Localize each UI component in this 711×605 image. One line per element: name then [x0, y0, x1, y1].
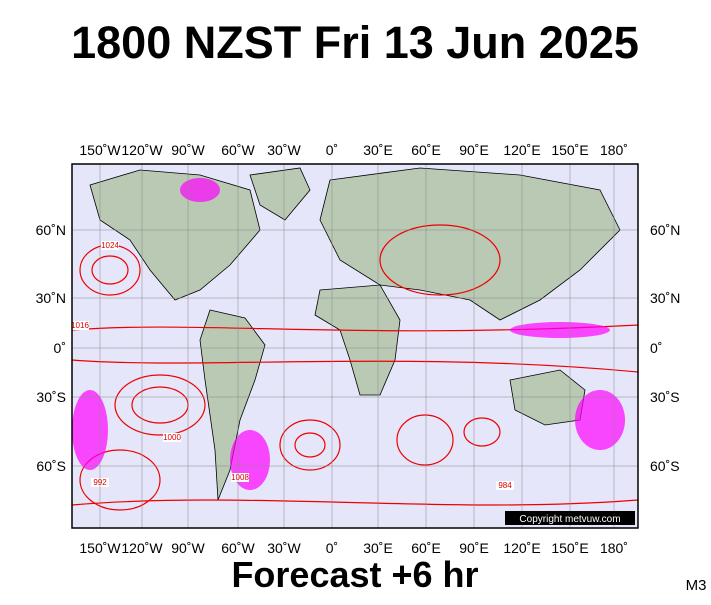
lon-label: 180˚: [600, 142, 628, 158]
isobar: [463, 417, 501, 447]
isobar-label: 984: [498, 481, 512, 490]
isobar: [396, 414, 454, 466]
rain-area: [72, 390, 108, 470]
lon-label: 90˚W: [171, 142, 205, 158]
isobar: [294, 432, 326, 458]
lat-label: 60˚S: [36, 458, 66, 474]
lon-label: 90˚W: [171, 540, 205, 556]
isobar-label: 1008: [231, 473, 249, 482]
lon-label: 60˚W: [221, 540, 255, 556]
rain-area: [575, 390, 625, 450]
isobar: [91, 255, 129, 285]
graticule: [72, 164, 638, 528]
lat-label: 30˚S: [36, 389, 66, 405]
lon-label: 30˚W: [267, 142, 301, 158]
lon-label: 30˚E: [363, 142, 393, 158]
lat-label: 0˚: [650, 340, 662, 356]
lon-label: 60˚E: [411, 540, 441, 556]
north-america: [89, 169, 261, 301]
lon-label: 150˚E: [551, 540, 588, 556]
lon-label: 90˚E: [459, 142, 489, 158]
map-frame: [71, 163, 639, 529]
copyright: Copyright metvuw.com: [519, 514, 620, 525]
isobar-label-bg: [496, 481, 514, 490]
africa: [314, 284, 401, 396]
lon-label: 60˚W: [221, 142, 255, 158]
rain-area: [510, 322, 610, 338]
isobar: [79, 449, 161, 511]
south-america: [199, 309, 266, 501]
isobar-label: 992: [93, 478, 107, 487]
lat-label: 60˚N: [36, 222, 66, 238]
precipitation: [72, 178, 625, 490]
lon-label: 150˚E: [551, 142, 588, 158]
lon-label: 0˚: [326, 142, 338, 158]
isobar-labels: 1024 1016 1008 1000 992 984: [71, 241, 514, 490]
lon-label: 150˚W: [79, 142, 121, 158]
isobar: [379, 224, 501, 296]
forecast-label: Forecast +6 hr: [231, 554, 478, 595]
isobar: [279, 419, 341, 471]
greenland: [249, 167, 311, 221]
rain-area: [180, 178, 220, 202]
lon-label: 150˚W: [79, 540, 121, 556]
lat-label: 30˚S: [650, 389, 680, 405]
lon-label: 120˚W: [121, 540, 163, 556]
isobar-label-bg: [71, 321, 89, 330]
isobar: [114, 374, 206, 436]
lon-label: 90˚E: [459, 540, 489, 556]
lon-label: 30˚W: [267, 540, 301, 556]
lon-label: 120˚E: [503, 142, 540, 158]
lat-label: 60˚N: [650, 222, 680, 238]
map: 1024 1016 1008 1000 992 984 Copyright metvuw.…: [71, 163, 639, 529]
isobar: [71, 359, 639, 373]
lon-label: 120˚W: [121, 142, 163, 158]
lon-label: 0˚: [326, 540, 338, 556]
lon-label: 30˚E: [363, 540, 393, 556]
lat-label: 60˚S: [650, 458, 680, 474]
isobar-label: 1000: [163, 433, 181, 442]
isobar: [71, 499, 639, 506]
title: 1800 NZST Fri 13 Jun 2025: [71, 17, 639, 68]
model-label: M3: [686, 577, 707, 594]
eurasia: [319, 167, 621, 321]
lat-label: 30˚N: [36, 290, 66, 306]
isobar-label: 1016: [71, 321, 89, 330]
isobar-label-bg: [163, 433, 181, 442]
lon-label: 180˚: [600, 540, 628, 556]
lon-label: 60˚E: [411, 142, 441, 158]
isobar-label: 1024: [101, 241, 119, 250]
lon-label: 120˚E: [503, 540, 540, 556]
isobar-label-bg: [231, 473, 249, 482]
copyright-box: [505, 511, 635, 525]
lat-label: 0˚: [54, 340, 66, 356]
lat-label: 30˚N: [650, 290, 680, 306]
continents: [89, 167, 621, 501]
isobar-label-bg: [101, 241, 119, 250]
